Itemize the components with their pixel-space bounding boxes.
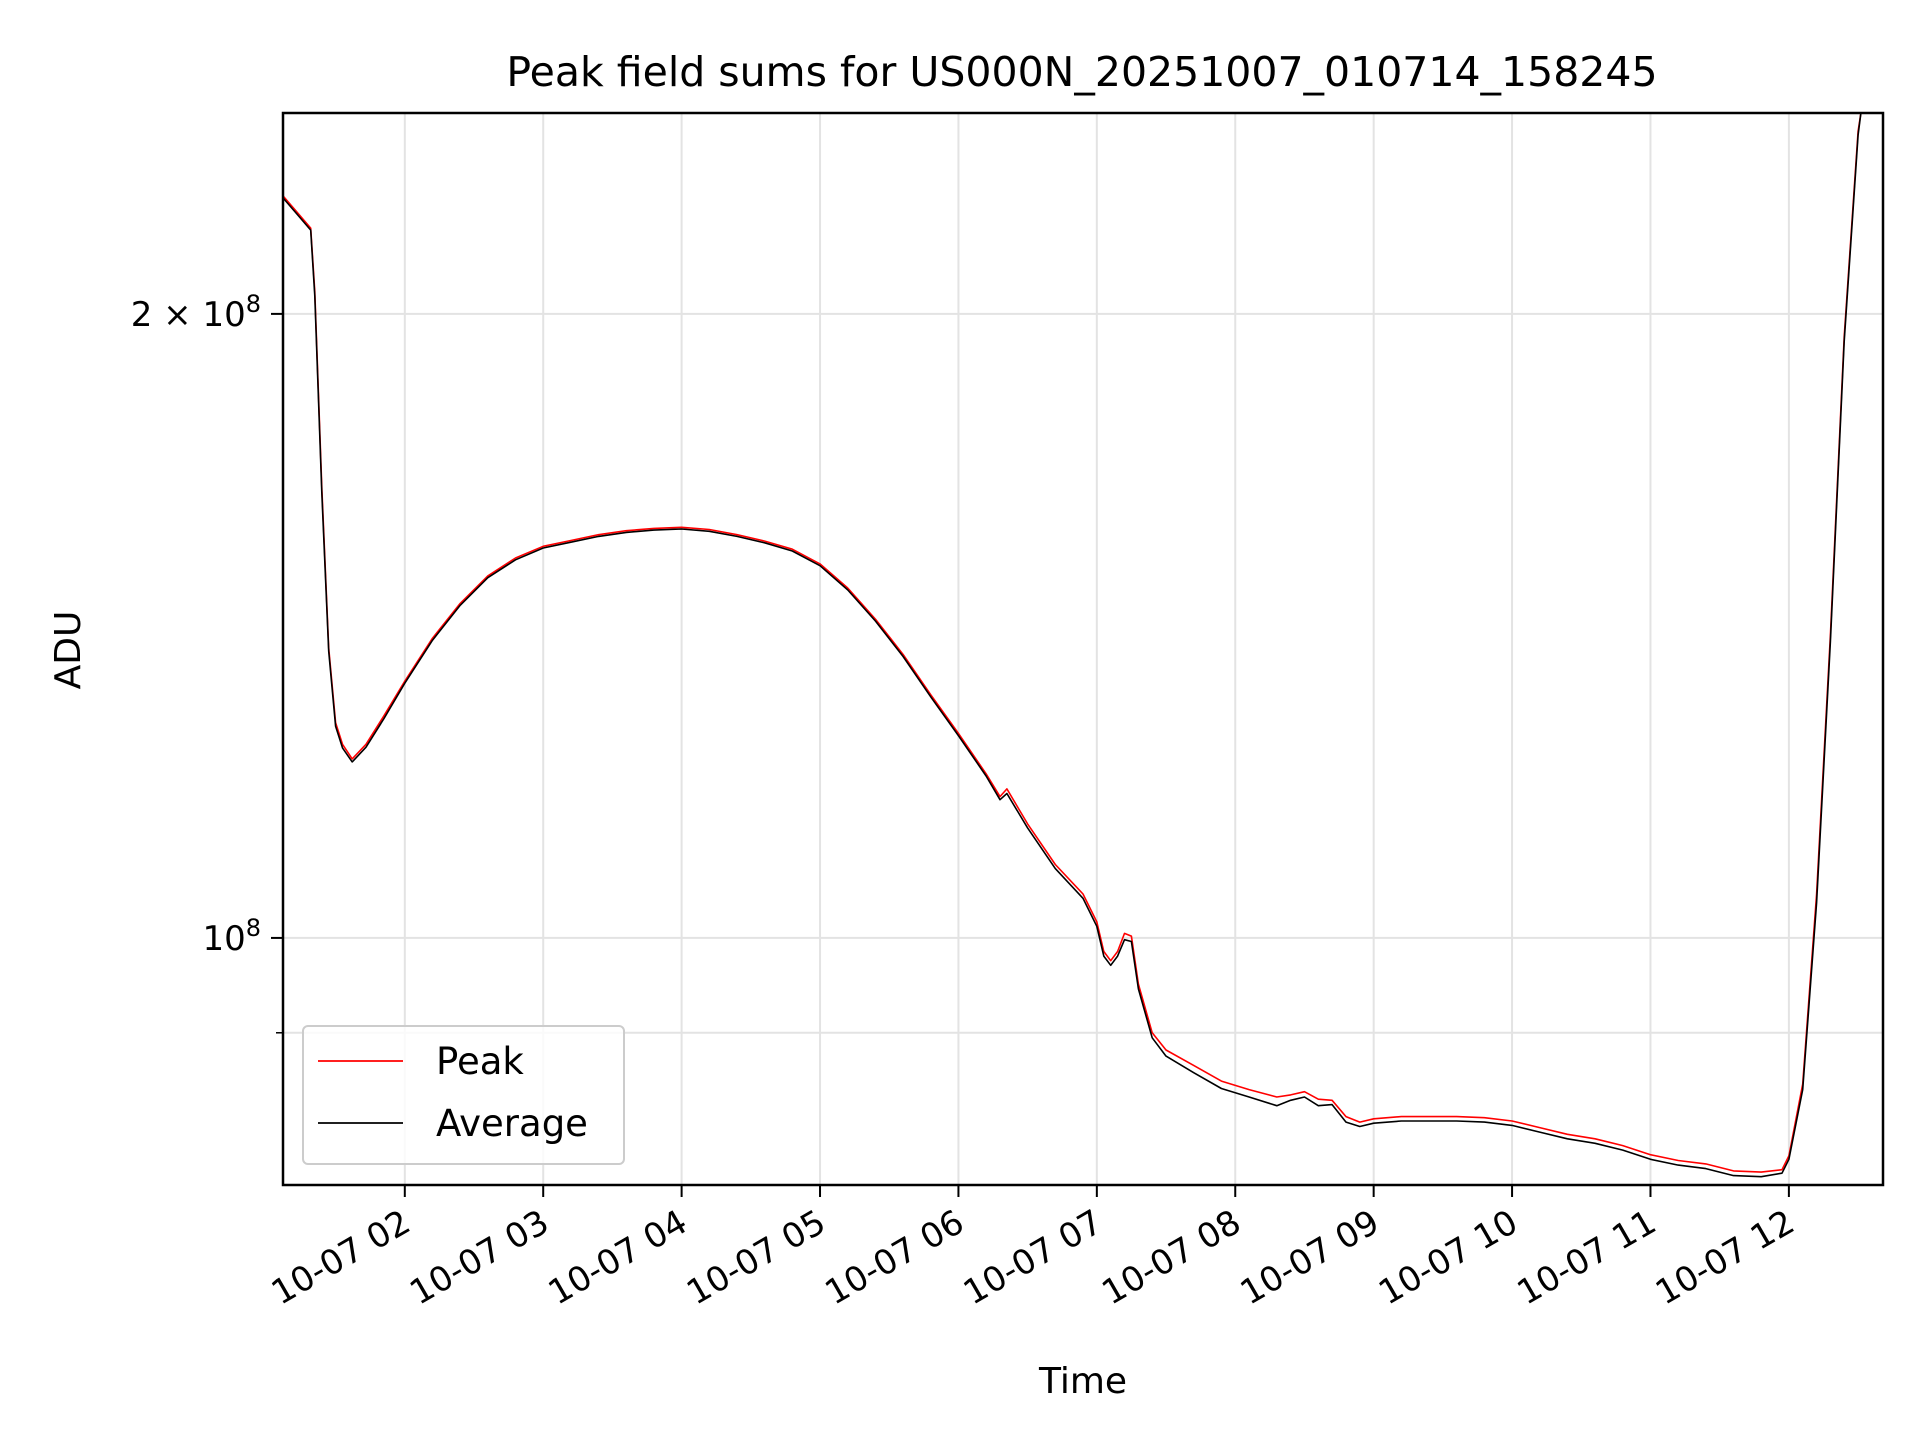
grid — [283, 113, 1883, 1185]
series-average-line — [282, 112, 1883, 1178]
series-layer — [282, 112, 1883, 1178]
y-tick-exponent: 8 — [246, 290, 261, 318]
legend: Peak Average — [302, 1025, 625, 1165]
legend-peak-label: Peak — [436, 1040, 524, 1083]
x-axis-label: Time — [1038, 1361, 1127, 1402]
y-tick-exponent: 8 — [246, 914, 261, 942]
y-tick-label: 2 × 108 — [131, 290, 261, 335]
series-peak-line — [282, 112, 1883, 1173]
y-tick-mantissa: 2 × 10 — [131, 295, 246, 335]
y-tick-label: 108 — [202, 914, 261, 959]
legend-average-label: Average — [436, 1102, 588, 1145]
chart-title: Peak field sums for US000N_20251007_0107… — [506, 48, 1657, 96]
plot-frame — [281, 111, 1885, 1187]
y-axis-label: ADU — [48, 611, 89, 690]
y-tick-mantissa: 10 — [202, 919, 245, 959]
